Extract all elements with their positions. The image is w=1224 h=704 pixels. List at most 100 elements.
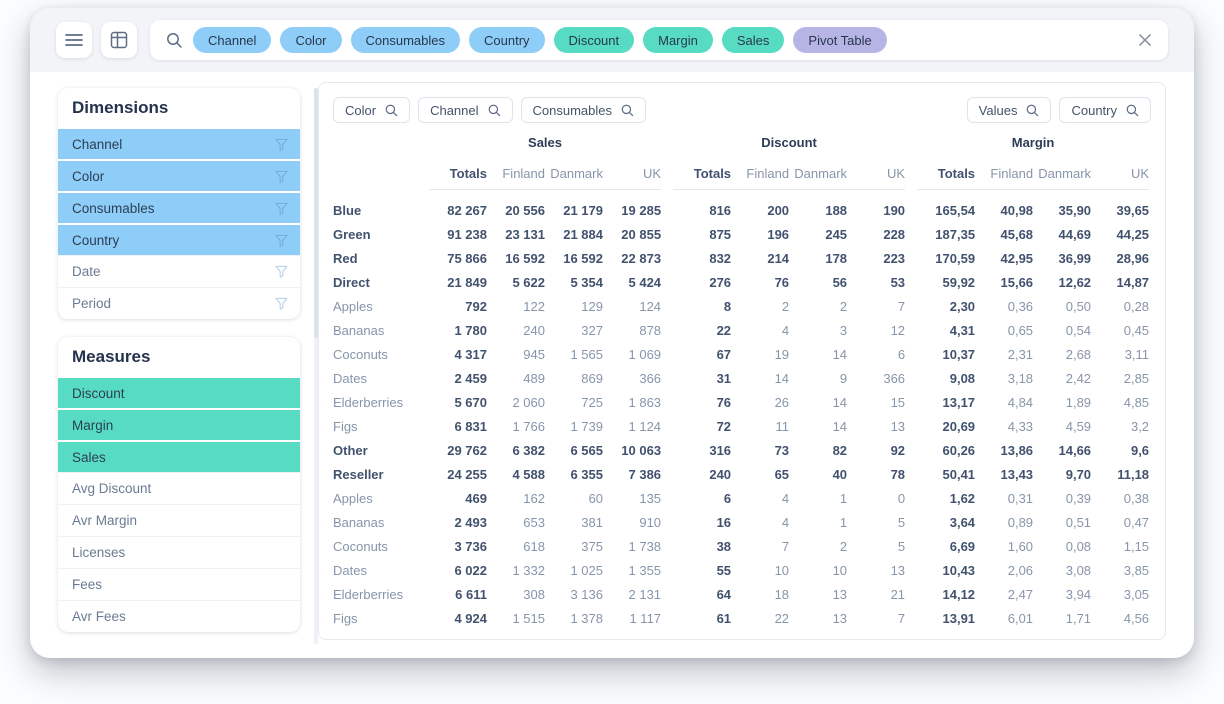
subcolumn-header-discount-uk[interactable]: UK	[847, 159, 906, 190]
row-label[interactable]: Reseller	[333, 466, 384, 482]
cell-discount-finland: 26	[774, 394, 790, 410]
group-header-sales[interactable]: Sales	[528, 135, 563, 150]
close-icon[interactable]	[1138, 33, 1152, 47]
filter-funnel-icon[interactable]	[275, 297, 288, 310]
cell-discount-uk: 223	[883, 250, 906, 266]
sidebar-scrollbar-thumb[interactable]	[314, 88, 318, 338]
cell-margin-totals: 170,59	[935, 250, 976, 266]
pivot-filter-color[interactable]: Color	[333, 97, 411, 123]
cell-sales-danmark: 5 354	[570, 274, 603, 290]
group-spacer	[661, 198, 673, 222]
sidebar-item-consumables[interactable]: Consumables	[58, 191, 300, 223]
subcolumn-header-margin-uk[interactable]: UK	[1091, 159, 1150, 190]
sidebar-item-sales[interactable]: Sales	[58, 440, 300, 472]
filter-chip-label: Channel	[430, 102, 479, 118]
cell-margin-danmark: 3,94	[1065, 586, 1092, 602]
sidebar-item-avr-fees[interactable]: Avr Fees	[58, 600, 300, 632]
pivot-filter-values[interactable]: Values	[966, 97, 1052, 123]
row-label[interactable]: Elderberries	[333, 586, 404, 602]
toolbar-chip-discount[interactable]: Discount	[553, 27, 635, 53]
sidebar-item-color[interactable]: Color	[58, 159, 300, 191]
row-label[interactable]: Red	[333, 250, 358, 266]
filter-funnel-icon[interactable]	[275, 234, 288, 247]
cell-sales-totals: 4 317	[454, 346, 487, 362]
filter-funnel-icon[interactable]	[275, 170, 288, 183]
cell-discount-danmark: 245	[825, 226, 848, 242]
subcolumn-header-margin-totals[interactable]: Totals	[917, 159, 976, 190]
row-label[interactable]: Dates	[333, 562, 367, 578]
group-header-discount[interactable]: Discount	[761, 135, 817, 150]
subcolumn-header-discount-danmark[interactable]: Danmark	[789, 159, 848, 190]
cell-margin-danmark: 0,50	[1065, 298, 1092, 314]
toolbar-chip-margin[interactable]: Margin	[643, 27, 713, 53]
sidebar-item-discount[interactable]: Discount	[58, 376, 300, 408]
group-spacer	[905, 318, 917, 342]
row-label[interactable]: Elderberries	[333, 394, 404, 410]
row-label[interactable]: Figs	[333, 418, 358, 434]
sidebar-item-date[interactable]: Date	[58, 255, 300, 287]
row-label[interactable]: Coconuts	[333, 538, 388, 554]
row-label[interactable]: Bananas	[333, 322, 385, 338]
toolbar-chip-sales[interactable]: Sales	[721, 27, 785, 53]
sidebar-item-channel[interactable]: Channel	[58, 127, 300, 159]
row-label[interactable]: Coconuts	[333, 346, 388, 362]
sidebar-item-period[interactable]: Period	[58, 287, 300, 319]
pivot-filter-consumables[interactable]: Consumables	[520, 97, 647, 123]
row-label[interactable]: Green	[333, 226, 371, 242]
subcolumn-header-sales-finland[interactable]: Finland	[487, 159, 545, 190]
row-label[interactable]: Bananas	[333, 514, 385, 530]
toolbar-chip-pivot-table[interactable]: Pivot Table	[793, 27, 887, 53]
sidebar-item-avr-margin[interactable]: Avr Margin	[58, 504, 300, 536]
toolbar-chip-color[interactable]: Color	[280, 27, 342, 53]
subcolumn-header-discount-finland[interactable]: Finland	[731, 159, 790, 190]
cell-margin-finland: 42,95	[1000, 250, 1034, 266]
row-label[interactable]: Apples	[333, 298, 373, 314]
row-label[interactable]: Direct	[333, 274, 370, 290]
subcolumn-header-sales-totals[interactable]: Totals	[429, 159, 487, 190]
group-spacer	[905, 342, 917, 366]
cell-sales-finland: 618	[523, 538, 545, 554]
filter-funnel-icon[interactable]	[275, 265, 288, 278]
pivot-filter-channel[interactable]: Channel	[418, 97, 513, 123]
subcolumn-header-margin-danmark[interactable]: Danmark	[1033, 159, 1092, 190]
cell-sales-finland: 16 592	[505, 250, 545, 266]
subcolumn-header-margin-finland[interactable]: Finland	[975, 159, 1034, 190]
pivot-view-button[interactable]	[101, 22, 137, 58]
subcolumn-header-discount-totals[interactable]: Totals	[673, 159, 732, 190]
sidebar-item-margin[interactable]: Margin	[58, 408, 300, 440]
cell-margin-totals: 1,62	[949, 490, 976, 506]
group-spacer	[661, 606, 673, 630]
cell-margin-totals: 10,43	[942, 562, 976, 578]
cell-discount-totals: 276	[709, 274, 732, 290]
cell-margin-uk: 39,65	[1116, 202, 1150, 218]
cell-margin-danmark: 35,90	[1058, 202, 1092, 218]
cell-discount-finland: 14	[774, 370, 790, 386]
cell-sales-finland: 240	[523, 322, 545, 338]
group-spacer	[661, 414, 673, 438]
toolbar-chip-country[interactable]: Country	[469, 27, 545, 53]
row-label[interactable]: Other	[333, 442, 368, 458]
filter-funnel-icon[interactable]	[275, 202, 288, 215]
subcolumn-header-sales-danmark[interactable]: Danmark	[545, 159, 603, 190]
sidebar-item-fees[interactable]: Fees	[58, 568, 300, 600]
sidebar-item-avg-discount[interactable]: Avg Discount	[58, 472, 300, 504]
pivot-table-body: Blue 82 267 20 556 21 179 19 285 816 200 188 190…	[333, 189, 1149, 630]
toolbar-chip-channel[interactable]: Channel	[193, 27, 272, 53]
cell-sales-danmark: 725	[581, 394, 603, 410]
toolbar-chip-consumables[interactable]: Consumables	[350, 27, 461, 53]
search-bar[interactable]: Channel Color Consumables Country Discount Ma…	[150, 20, 1168, 60]
row-label[interactable]: Blue	[333, 202, 362, 218]
pivot-filter-country[interactable]: Country	[1059, 97, 1151, 123]
cell-sales-totals: 1 780	[454, 322, 487, 338]
row-label[interactable]: Dates	[333, 370, 367, 386]
filter-funnel-icon[interactable]	[275, 138, 288, 151]
row-label[interactable]: Figs	[333, 610, 358, 626]
group-header-margin[interactable]: Margin	[1011, 135, 1055, 150]
sidebar-item-licenses[interactable]: Licenses	[58, 536, 300, 568]
cell-margin-finland: 0,36	[1007, 298, 1034, 314]
subcolumn-header-sales-uk[interactable]: UK	[603, 159, 662, 190]
menu-button[interactable]	[56, 22, 92, 58]
sidebar-item-country[interactable]: Country	[58, 223, 300, 255]
sidebar-scrollbar[interactable]	[314, 88, 318, 644]
row-label[interactable]: Apples	[333, 490, 373, 506]
